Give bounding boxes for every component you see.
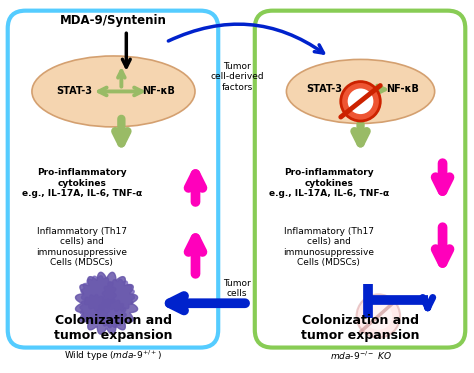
Text: Pro-inflammatory
cytokines
e.g., IL-17A, IL-6, TNF-α: Pro-inflammatory cytokines e.g., IL-17A,… — [22, 168, 142, 198]
Polygon shape — [75, 272, 137, 334]
Text: STAT-3: STAT-3 — [56, 87, 92, 97]
Text: NF-κB: NF-κB — [387, 84, 419, 94]
Circle shape — [341, 82, 380, 121]
Text: Inflammatory (Th17
cells) and
immunosuppressive
Cells (MDSCs): Inflammatory (Th17 cells) and immunosupp… — [283, 227, 374, 267]
Ellipse shape — [286, 59, 435, 123]
Text: MDA-9/Syntenin: MDA-9/Syntenin — [60, 14, 167, 27]
Text: $mda$-$9^{-/-}$ KO: $mda$-$9^{-/-}$ KO — [329, 349, 392, 362]
Text: Tumor
cells: Tumor cells — [223, 279, 251, 298]
Text: Pro-inflammatory
cytokines
e.g., IL-17A, IL-6, TNF-α: Pro-inflammatory cytokines e.g., IL-17A,… — [269, 168, 389, 198]
Text: STAT-3: STAT-3 — [306, 84, 342, 94]
Text: Colonization and
tumor expansion: Colonization and tumor expansion — [301, 314, 420, 342]
Polygon shape — [80, 295, 109, 324]
FancyBboxPatch shape — [8, 11, 218, 348]
Text: NF-κB: NF-κB — [143, 87, 175, 97]
FancyBboxPatch shape — [255, 11, 465, 348]
Text: Tumor
cell-derived
factors: Tumor cell-derived factors — [210, 62, 264, 91]
Circle shape — [365, 302, 392, 330]
Polygon shape — [102, 279, 135, 311]
Polygon shape — [81, 276, 116, 311]
Text: Wild type ($mda$-$9^{+/+}$): Wild type ($mda$-$9^{+/+}$) — [64, 348, 163, 363]
Text: Colonization and
tumor expansion: Colonization and tumor expansion — [54, 314, 173, 342]
Circle shape — [356, 294, 400, 338]
Polygon shape — [97, 298, 126, 328]
Ellipse shape — [32, 56, 195, 127]
Circle shape — [348, 88, 374, 114]
Text: Inflammatory (Th17
cells) and
immunosuppressive
Cells (MDSCs): Inflammatory (Th17 cells) and immunosupp… — [36, 227, 128, 267]
